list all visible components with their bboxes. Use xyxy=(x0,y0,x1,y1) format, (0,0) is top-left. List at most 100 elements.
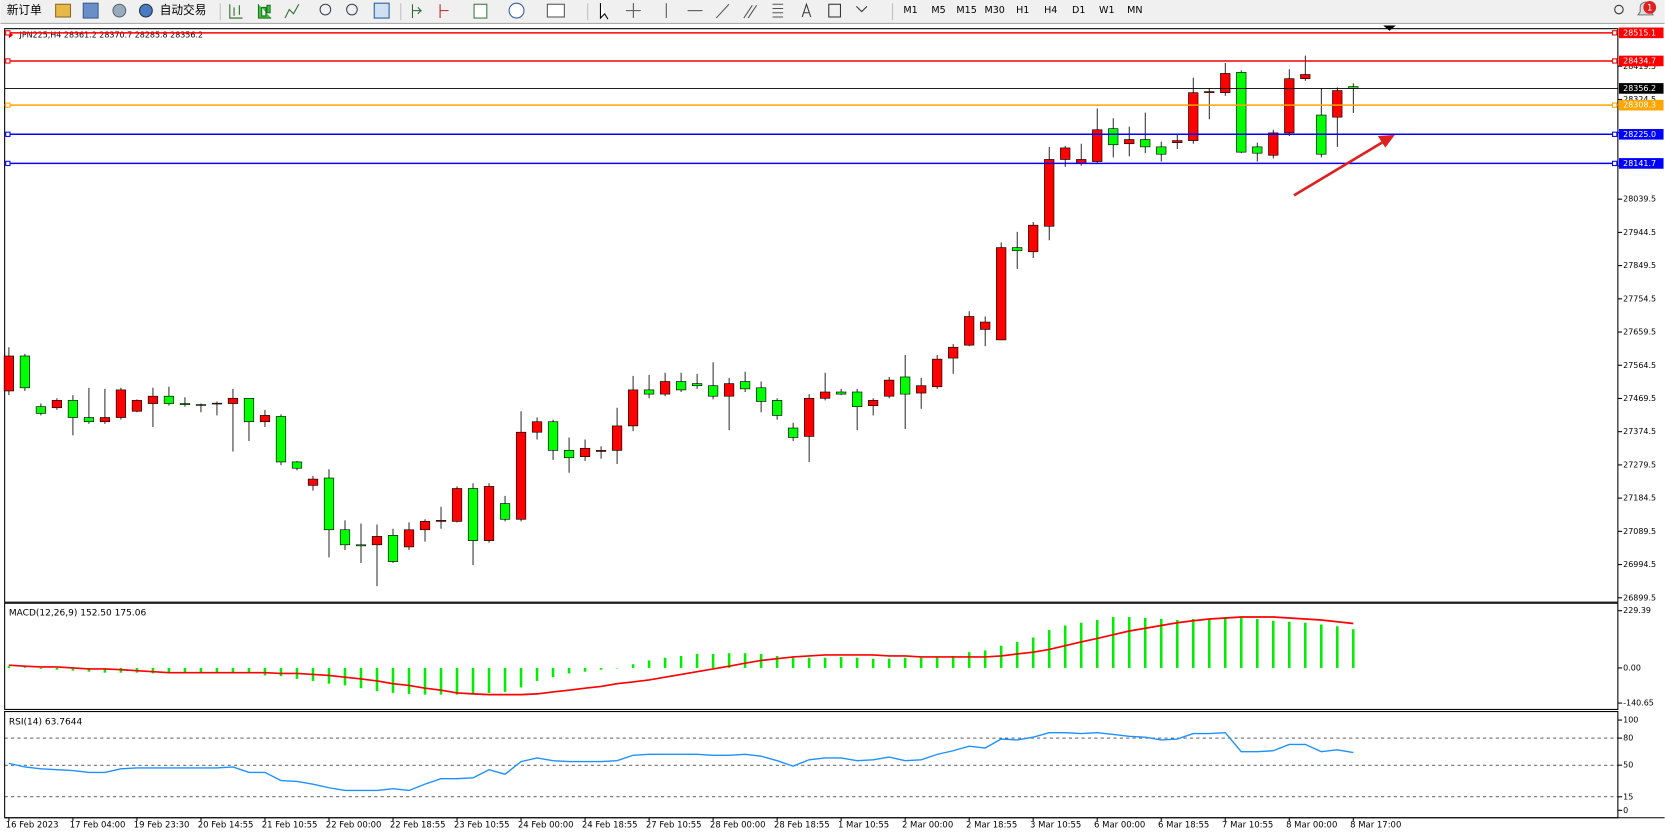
candle-body xyxy=(996,247,1007,341)
new-order-button[interactable]: 新订单 xyxy=(7,3,42,17)
macd-bar xyxy=(55,667,59,670)
candle-chart-button[interactable] xyxy=(257,4,272,19)
x-tick-label: 8 Mar 00:00 xyxy=(1286,821,1337,831)
fibo-button[interactable] xyxy=(772,3,784,18)
macd-bar xyxy=(487,667,491,693)
x-tick-label: 2 Mar 18:55 xyxy=(966,821,1017,831)
label-button[interactable] xyxy=(828,3,841,18)
macd-bar xyxy=(871,658,875,668)
y-tick-label: 26994.5 xyxy=(1623,560,1656,569)
y-tick-label: 229.39 xyxy=(1623,606,1651,615)
y-tick-label: 0.00 xyxy=(1623,663,1641,672)
candle-body xyxy=(67,400,79,418)
macd-bar xyxy=(455,667,459,695)
timeframe-button[interactable]: M30 xyxy=(984,5,1004,16)
channel-button[interactable] xyxy=(743,5,758,19)
y-tick-label: -140.65 xyxy=(1623,699,1654,708)
x-tick-label: 6 Mar 18:55 xyxy=(1158,821,1209,831)
level-label: 28308.3 xyxy=(1623,101,1656,110)
timeframe-button[interactable]: MN xyxy=(1127,5,1142,16)
candle-body xyxy=(756,387,767,402)
candle-body xyxy=(1156,146,1167,155)
macd-bar xyxy=(215,667,219,673)
macd-bar xyxy=(1271,620,1275,668)
candle-body xyxy=(916,385,927,394)
chart-shift-button[interactable] xyxy=(439,4,449,19)
macd-bar xyxy=(407,667,411,694)
level-handle xyxy=(5,160,11,167)
candle-body xyxy=(1140,139,1151,148)
bar-chart-button[interactable] xyxy=(229,4,243,19)
search-button[interactable] xyxy=(1614,4,1624,15)
indicators-button[interactable] xyxy=(473,3,488,19)
y-tick-label: 27659.5 xyxy=(1623,328,1656,337)
icon-button[interactable] xyxy=(112,3,127,18)
x-tick-label: 2 Mar 00:00 xyxy=(902,821,953,831)
macd-bar xyxy=(999,645,1003,668)
line-chart-button[interactable] xyxy=(284,3,300,19)
timeframe-button[interactable]: M1 xyxy=(903,5,917,16)
zoom-in-button[interactable] xyxy=(319,3,332,16)
macd-bar xyxy=(231,667,235,673)
candle-body xyxy=(243,397,255,423)
periods-button[interactable] xyxy=(508,2,525,19)
level-handle xyxy=(5,102,11,108)
candle-body xyxy=(1220,73,1231,93)
timeframe-button[interactable]: M5 xyxy=(931,5,945,16)
crosshair-button[interactable] xyxy=(625,3,641,19)
macd-bar xyxy=(391,667,395,693)
candle-body xyxy=(788,427,799,438)
timeframe-button[interactable]: M15 xyxy=(956,5,976,16)
x-tick-label: 24 Feb 18:55 xyxy=(582,821,638,831)
macd-bar xyxy=(87,667,91,672)
text-button[interactable] xyxy=(801,2,812,18)
level-label-box xyxy=(1618,55,1664,67)
candle-body xyxy=(1188,92,1199,141)
candle-body xyxy=(1028,224,1039,253)
templates-button[interactable] xyxy=(546,3,565,18)
y-tick-label: 26899.5 xyxy=(1623,593,1656,602)
toolbar-background xyxy=(0,0,1665,24)
level-label-box xyxy=(1618,99,1664,111)
candle-body xyxy=(259,415,271,423)
y-tick-label: 27184.5 xyxy=(1623,494,1656,503)
candle-body xyxy=(692,383,703,387)
timeframe-button[interactable]: H1 xyxy=(1016,5,1029,16)
icon-button[interactable] xyxy=(82,2,99,19)
macd-bar xyxy=(1304,622,1307,668)
candle-body xyxy=(323,477,335,531)
y-tick-label: 15 xyxy=(1623,792,1633,801)
trendline-button[interactable] xyxy=(715,3,730,19)
cursor-button[interactable] xyxy=(599,3,609,20)
candle-body xyxy=(675,381,687,391)
x-tick-label: 28 Feb 00:00 xyxy=(710,821,766,831)
tile-button[interactable] xyxy=(373,2,390,19)
timeframe-button[interactable]: D1 xyxy=(1072,5,1085,16)
timeframe-button[interactable]: H4 xyxy=(1044,5,1057,16)
macd-bar xyxy=(1223,617,1227,668)
level-label-box xyxy=(1618,128,1664,140)
candle-body xyxy=(515,431,527,520)
level-handle xyxy=(1612,131,1618,137)
macd-bar xyxy=(263,667,267,676)
macd-bar xyxy=(967,652,971,668)
zoom-out-button[interactable] xyxy=(346,3,358,16)
autoscroll-button[interactable] xyxy=(411,4,423,19)
auto-trading-button[interactable]: 自动交易 xyxy=(160,3,207,17)
macd-bar xyxy=(359,667,363,689)
macd-bar xyxy=(695,653,699,668)
rsi-title: RSI(14) 63.7644 xyxy=(9,718,83,728)
icon-button[interactable] xyxy=(55,3,72,18)
y-tick-label: 50 xyxy=(1623,761,1633,770)
macd-bar xyxy=(919,657,923,668)
timeframe-group: M1 M5 M15 M30 H1 H4 D1 W1 MN xyxy=(903,5,1142,16)
x-tick-label: 8 Mar 17:00 xyxy=(1350,821,1401,831)
candle-body xyxy=(83,417,95,423)
candle-body xyxy=(467,488,479,541)
candle-body xyxy=(419,521,431,531)
candle-body xyxy=(35,406,47,414)
x-tick-label: 17 Feb 04:00 xyxy=(70,821,126,831)
level-handle xyxy=(1612,160,1618,167)
arrows-button[interactable] xyxy=(856,5,868,13)
timeframe-button[interactable]: W1 xyxy=(1099,5,1115,16)
